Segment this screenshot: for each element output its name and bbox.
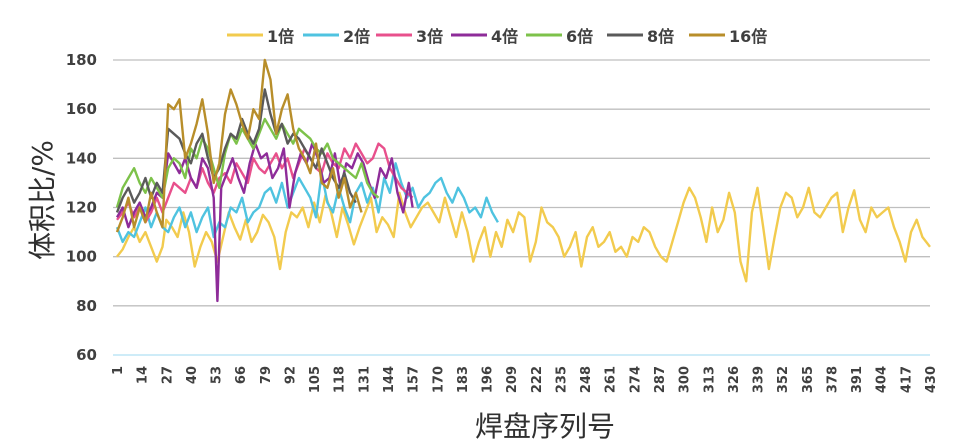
series-line-5 xyxy=(115,88,357,213)
x-tick-label: 105 xyxy=(308,366,323,393)
x-tick-label: 248 xyxy=(579,366,594,393)
x-tick-label: 261 xyxy=(604,366,619,393)
x-tick-label: 378 xyxy=(825,366,840,393)
legend: 1倍 2倍 3倍 4倍 6倍 8倍 16倍 xyxy=(227,27,767,46)
gridlines xyxy=(113,59,930,356)
x-tick-label: 27 xyxy=(160,366,175,384)
x-tick-label: 326 xyxy=(727,366,742,393)
legend-label: 4倍 xyxy=(491,27,518,46)
y-axis-title: 体积比/% xyxy=(26,140,59,260)
legend-item: 6倍 xyxy=(526,27,593,46)
x-tick-label: 339 xyxy=(752,366,767,393)
y-axis-ticks: 60 80 100 120 140 160 180 xyxy=(66,51,97,364)
legend-item: 16倍 xyxy=(689,27,767,46)
x-tick-label: 118 xyxy=(333,366,348,393)
x-tick-label: 53 xyxy=(210,366,225,384)
series-line-0 xyxy=(116,186,931,283)
series-line-2 xyxy=(116,142,414,224)
x-tick-label: 404 xyxy=(875,366,890,393)
legend-label: 6倍 xyxy=(566,27,593,46)
legend-label: 16倍 xyxy=(729,27,767,46)
series-line-6 xyxy=(115,58,363,233)
y-tick-label: 60 xyxy=(76,346,97,364)
x-tick-label: 1 xyxy=(111,366,126,375)
x-tick-label: 313 xyxy=(702,366,717,393)
x-tick-label: 352 xyxy=(776,366,791,393)
x-axis-ticks: 1 14 27 40 53 66 79 92 105 118 131 144 157 170 183 196 2… xyxy=(111,366,939,393)
x-tick-label: 183 xyxy=(456,366,471,393)
x-tick-label: 300 xyxy=(678,366,693,393)
x-tick-label: 14 xyxy=(136,366,151,384)
x-tick-label: 40 xyxy=(185,366,200,384)
legend-label: 1倍 xyxy=(267,27,294,46)
x-tick-label: 79 xyxy=(259,366,274,384)
legend-item: 1倍 xyxy=(227,27,294,46)
x-tick-label: 287 xyxy=(653,366,668,393)
y-tick-label: 80 xyxy=(76,297,97,315)
legend-item: 4倍 xyxy=(451,27,518,46)
x-tick-label: 235 xyxy=(554,366,569,393)
series-line-1 xyxy=(115,162,499,244)
y-tick-label: 160 xyxy=(66,100,97,118)
x-tick-label: 196 xyxy=(481,366,496,393)
series-lines xyxy=(115,58,931,303)
legend-item: 8倍 xyxy=(607,27,674,46)
x-tick-label: 66 xyxy=(234,366,249,384)
x-tick-label: 157 xyxy=(407,366,422,393)
x-tick-label: 144 xyxy=(382,366,397,393)
x-tick-label: 365 xyxy=(801,366,816,393)
x-tick-label: 131 xyxy=(357,366,372,393)
x-tick-label: 209 xyxy=(505,366,520,393)
y-tick-label: 180 xyxy=(66,51,97,69)
y-tick-label: 100 xyxy=(66,248,97,266)
x-tick-label: 417 xyxy=(899,366,914,393)
x-tick-label: 274 xyxy=(628,366,643,393)
x-tick-label: 222 xyxy=(530,366,545,393)
y-tick-label: 140 xyxy=(66,149,97,167)
x-tick-label: 170 xyxy=(431,366,446,393)
legend-item: 2倍 xyxy=(303,27,370,46)
x-tick-label: 391 xyxy=(850,366,865,393)
legend-item: 3倍 xyxy=(376,27,443,46)
x-tick-label: 92 xyxy=(283,366,298,384)
x-tick-label: 430 xyxy=(924,366,939,393)
x-axis-title: 焊盘序列号 xyxy=(475,410,615,443)
legend-label: 8倍 xyxy=(647,27,674,46)
series-line-3 xyxy=(115,142,414,303)
legend-label: 3倍 xyxy=(416,27,443,46)
y-tick-label: 120 xyxy=(66,199,97,217)
legend-label: 2倍 xyxy=(343,27,370,46)
